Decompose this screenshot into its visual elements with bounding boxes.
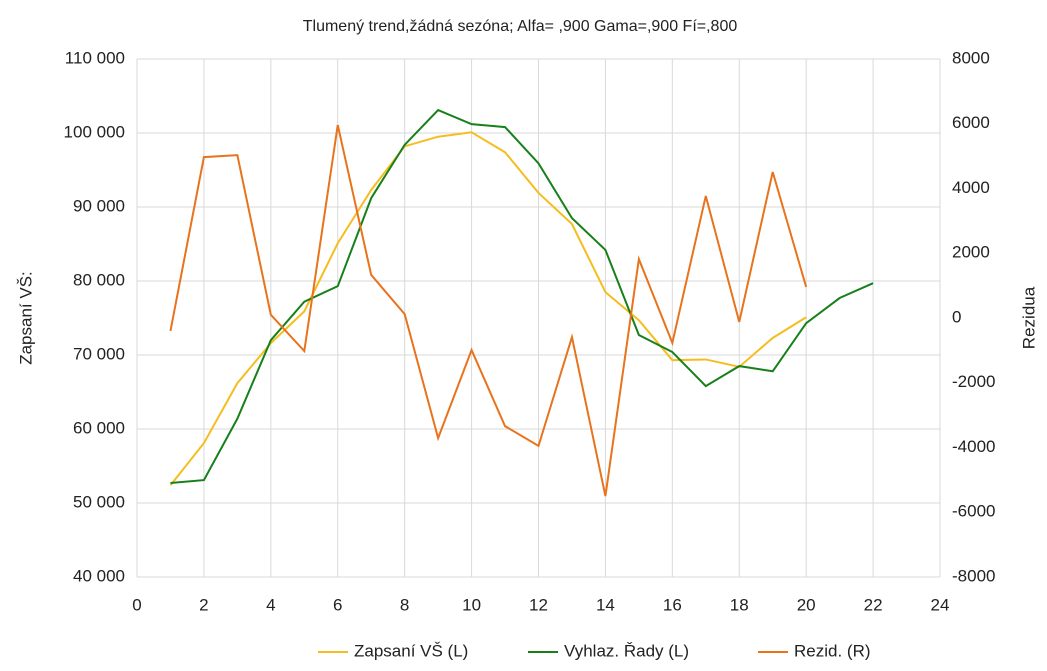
- y2-tick-label: -6000: [952, 502, 995, 521]
- x-tick-label: 22: [864, 595, 883, 614]
- y-tick-label: 90 000: [73, 196, 125, 215]
- x-tick-label: 10: [462, 595, 481, 614]
- y-tick-label: 40 000: [73, 566, 125, 585]
- series-line: [169, 124, 808, 497]
- x-tick-label: 12: [529, 595, 548, 614]
- y2-tick-label: 8000: [952, 48, 990, 67]
- x-tick-label: 8: [400, 595, 409, 614]
- y2-tick-label: 2000: [952, 243, 990, 262]
- y-tick-label: 110 000: [65, 48, 125, 67]
- y-tick-label: 60 000: [73, 418, 125, 437]
- legend-label: Zapsaní VŠ (L): [354, 641, 468, 660]
- series-line: [170, 108, 874, 485]
- series-line: [169, 131, 807, 486]
- y-tick-label: 100 000: [64, 122, 125, 141]
- x-tick-label: 14: [596, 595, 615, 614]
- y2-tick-label: -2000: [952, 372, 995, 391]
- y2-tick-label: 0: [952, 307, 961, 326]
- legend-label: Rezid. (R): [794, 641, 871, 660]
- y2-tick-label: 4000: [952, 178, 990, 197]
- x-tick-label: 16: [663, 595, 682, 614]
- x-tick-label: 18: [730, 595, 749, 614]
- x-tick-label: 6: [333, 595, 342, 614]
- x-tick-label: 0: [132, 595, 141, 614]
- x-tick-label: 24: [931, 595, 950, 614]
- y-tick-label: 50 000: [73, 492, 125, 511]
- y2-tick-label: -8000: [952, 566, 995, 585]
- x-tick-label: 20: [797, 595, 816, 614]
- y2-axis-label: Rezidua: [1019, 286, 1038, 349]
- y-tick-label: 80 000: [73, 270, 125, 289]
- chart-title: Tlumený trend,žádná sezóna; Alfa= ,900 G…: [303, 18, 738, 35]
- x-tick-label: 4: [266, 595, 275, 614]
- legend-label: Vyhlaz. Řady (L): [564, 641, 689, 660]
- y-axis-label: Zapsaní VŠ:: [16, 271, 35, 365]
- y-tick-label: 70 000: [73, 344, 125, 363]
- x-tick-label: 2: [199, 595, 208, 614]
- y2-tick-label: 6000: [952, 113, 990, 132]
- y2-tick-label: -4000: [952, 437, 995, 456]
